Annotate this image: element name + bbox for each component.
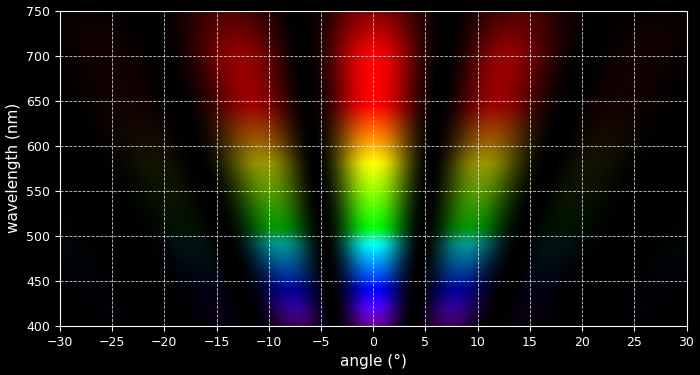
X-axis label: angle (°): angle (°) xyxy=(340,354,407,369)
Y-axis label: wavelength (nm): wavelength (nm) xyxy=(6,103,20,234)
